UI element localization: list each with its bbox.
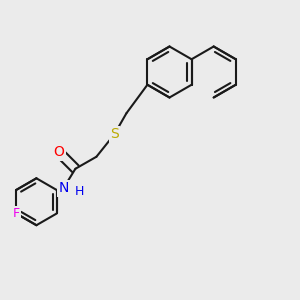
Text: S: S	[110, 127, 119, 141]
Text: N: N	[58, 181, 69, 195]
Text: O: O	[53, 145, 64, 159]
Text: H: H	[75, 185, 84, 198]
Text: F: F	[13, 207, 20, 220]
